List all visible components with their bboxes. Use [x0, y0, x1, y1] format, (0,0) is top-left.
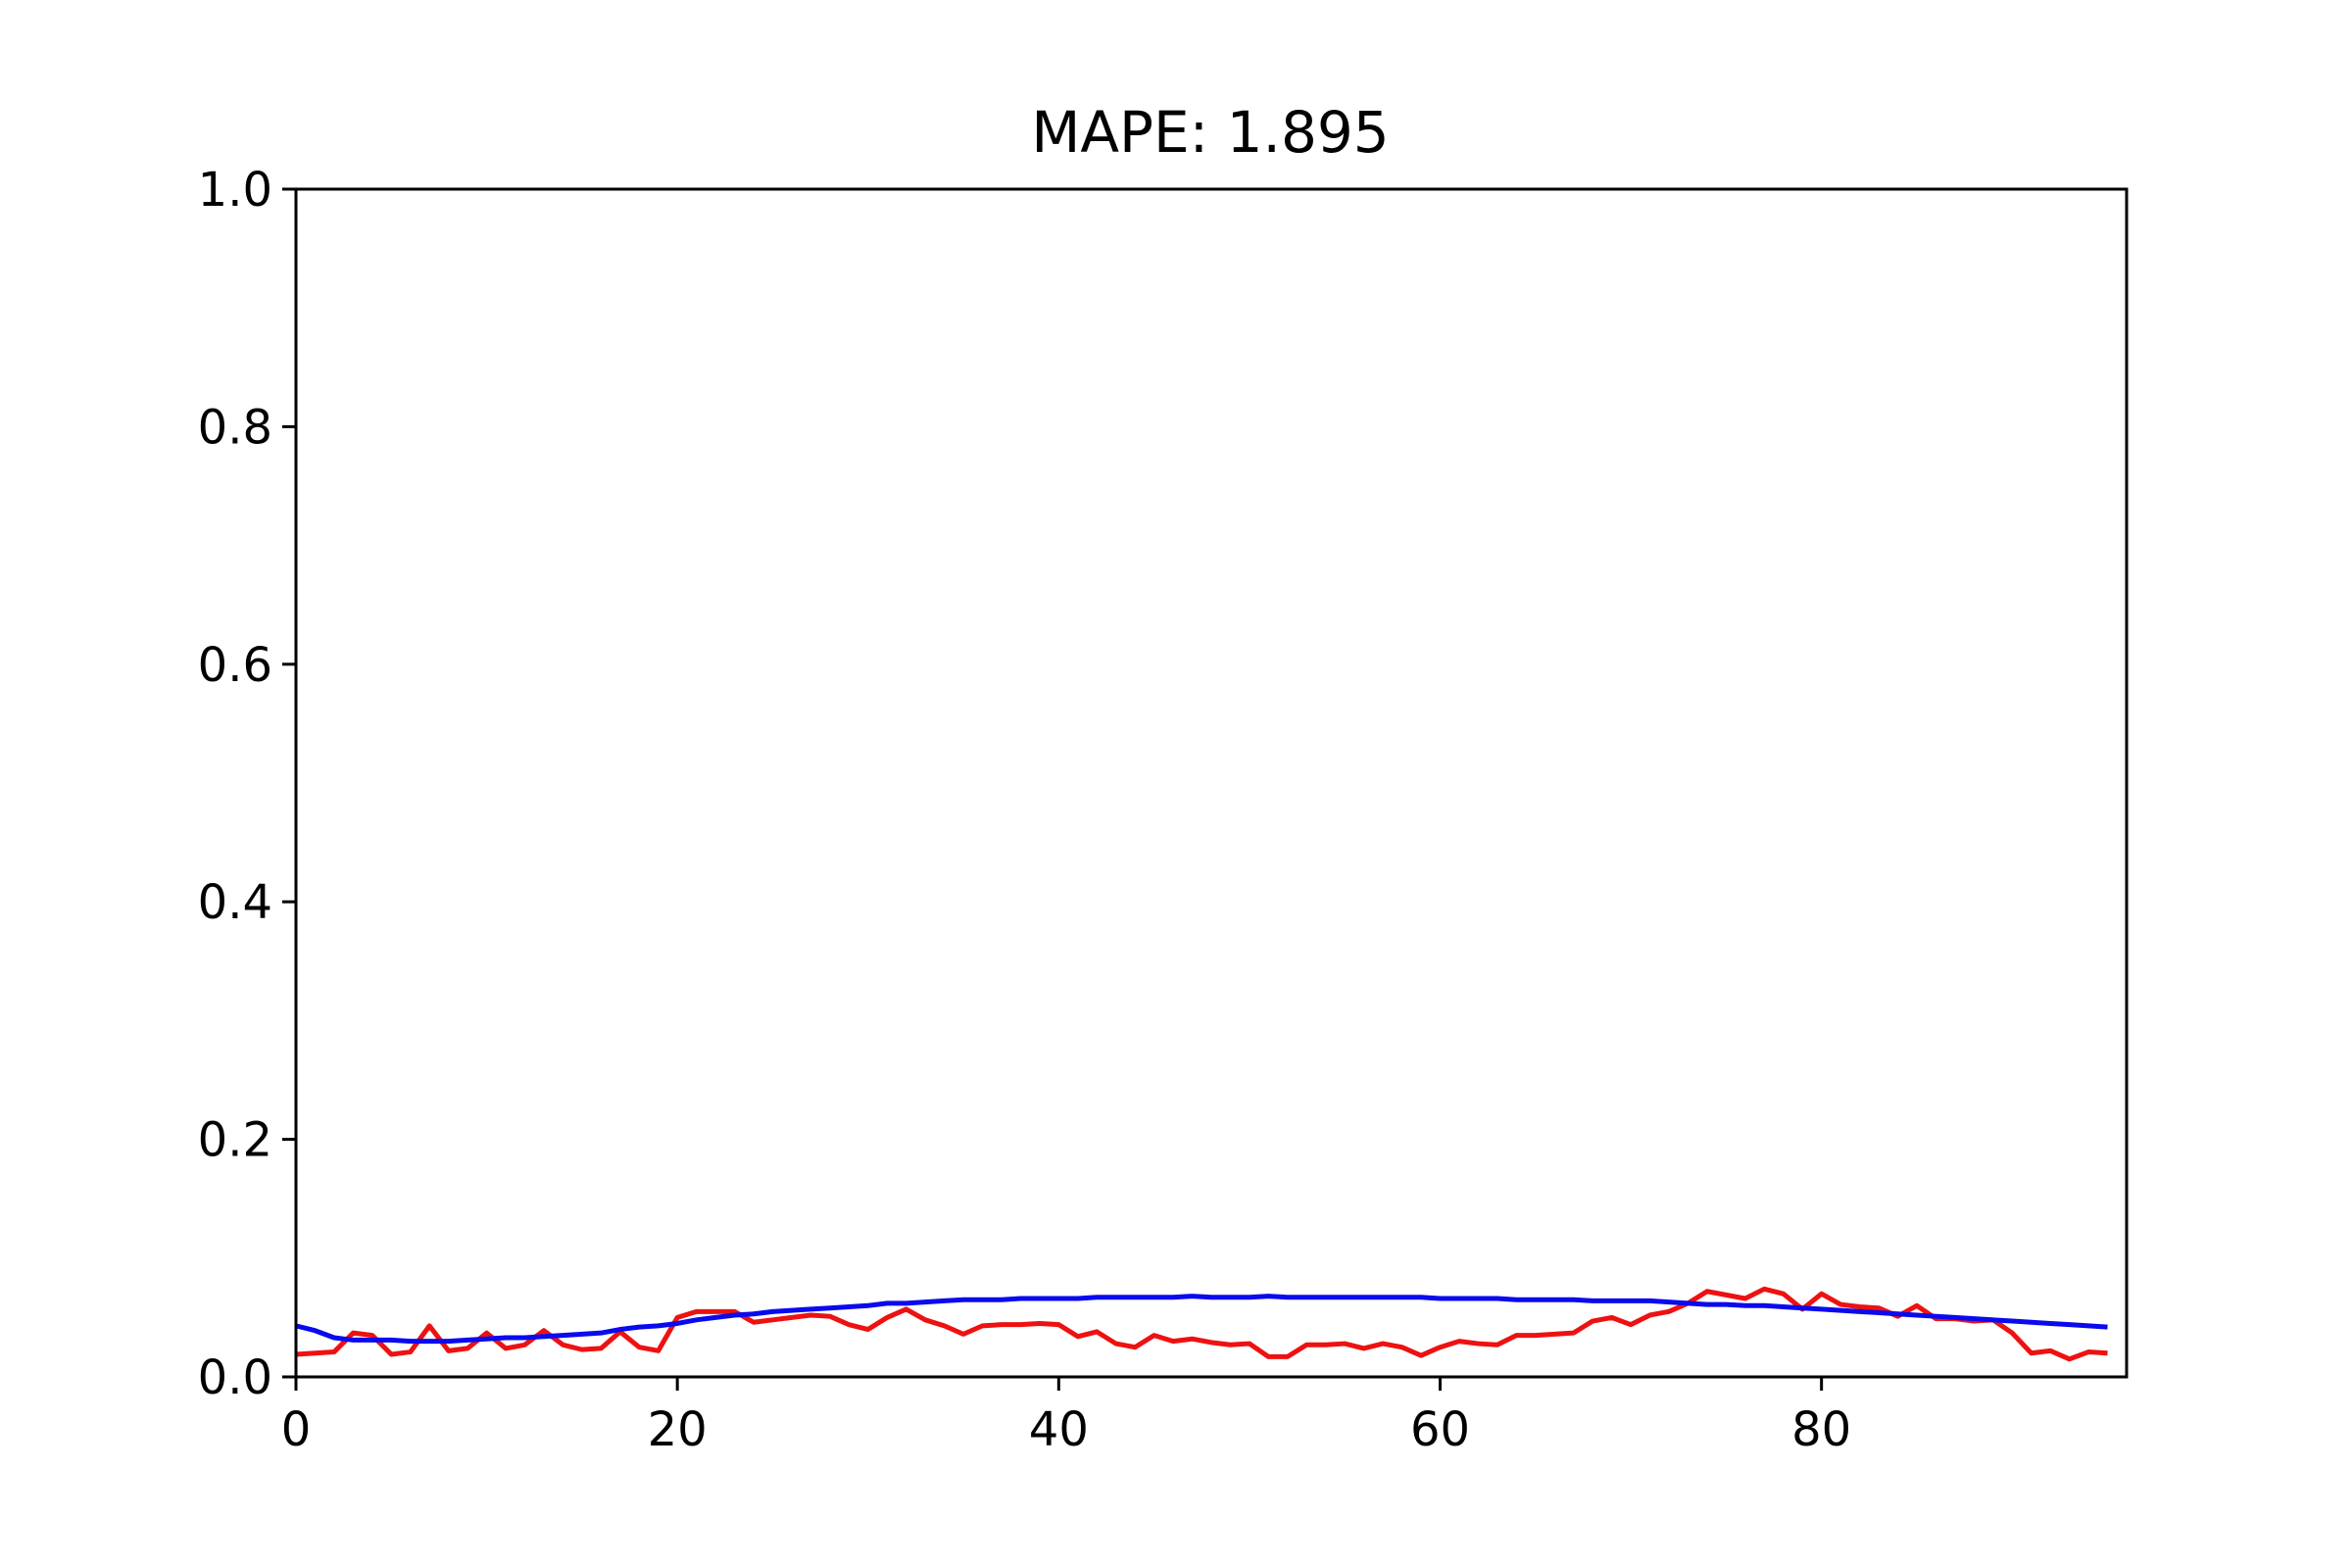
- y-tick-label: 1.0: [198, 163, 272, 218]
- y-tick-label: 0.6: [198, 638, 272, 693]
- x-tick-label: 80: [1791, 1402, 1851, 1457]
- x-tick-label: 40: [1029, 1402, 1089, 1457]
- x-tick-label: 60: [1410, 1402, 1470, 1457]
- series-layer: [295, 1286, 2108, 1362]
- series-line-2: [295, 1294, 2108, 1345]
- series-line-1: [295, 1286, 2108, 1362]
- plot-frame: [294, 187, 2129, 1379]
- y-tick-label: 0.8: [198, 400, 272, 455]
- y-axis: 0.0 0.2 0.4 0.6 0.8 1.0: [198, 163, 296, 1405]
- chart-title: MAPE: 1.895: [1031, 99, 1389, 166]
- y-tick-label: 0.2: [198, 1113, 272, 1168]
- x-axis: 0 20 40 60 80: [281, 1377, 1851, 1457]
- x-tick-label: 0: [281, 1402, 312, 1457]
- x-tick-label: 20: [648, 1402, 708, 1457]
- y-tick-label: 0.0: [198, 1350, 272, 1405]
- y-tick-label: 0.4: [198, 875, 272, 930]
